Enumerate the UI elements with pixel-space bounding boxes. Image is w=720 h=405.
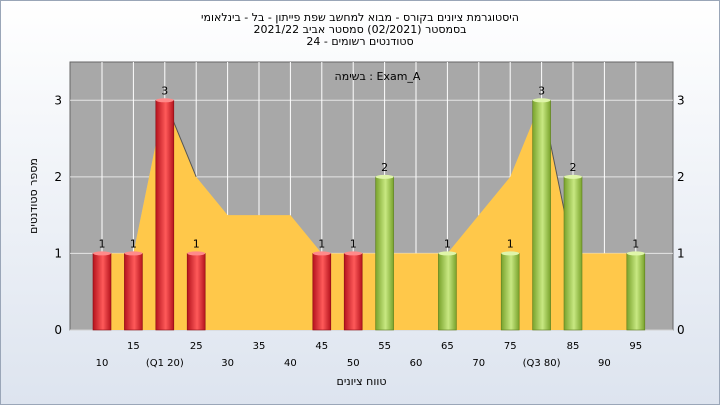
bar-label: 3 <box>538 84 545 97</box>
bar-top <box>124 251 143 256</box>
bar-top <box>93 251 111 256</box>
bar-top <box>187 251 206 256</box>
bar-top <box>375 174 394 179</box>
y-tick-label-left: 1 <box>54 246 62 260</box>
bar-label: 1 <box>99 237 106 250</box>
bar-top <box>438 251 457 256</box>
x-tick-label: 85 <box>567 341 580 352</box>
x-tick-label: 40 <box>284 358 297 369</box>
bar-20 <box>155 99 175 331</box>
bar-label: 3 <box>161 84 168 97</box>
bar-label: 1 <box>350 237 357 250</box>
bar-label: 1 <box>632 237 639 250</box>
x-tick-label: (Q1 20) <box>146 358 184 369</box>
chart-title-line-2: בסמסטר (02/2021) סמסטר אביב 2021/22 <box>253 23 467 36</box>
x-tick-label: 45 <box>315 341 328 352</box>
y-tick-label-left: 3 <box>54 93 62 107</box>
x-tick-label: 55 <box>378 341 391 352</box>
bar-45 <box>312 253 332 331</box>
bar-top <box>155 98 174 103</box>
y-axis-label: מספר סטודנטים <box>27 158 40 234</box>
bar-top <box>344 251 363 256</box>
bar-label: 1 <box>130 237 137 250</box>
bar-top <box>312 251 331 256</box>
bar-label: 1 <box>193 237 200 250</box>
bar-label: 2 <box>570 161 577 174</box>
y-tick-label-left: 0 <box>54 323 62 337</box>
x-tick-label: 25 <box>190 341 203 352</box>
bar-75 <box>500 253 520 331</box>
bar-label: 2 <box>381 161 388 174</box>
x-tick-label: 90 <box>598 358 611 369</box>
y-tick-label-right: 0 <box>677 323 685 337</box>
bar-25 <box>186 253 206 331</box>
y-tick-label-left: 2 <box>54 170 62 184</box>
x-tick-label: 50 <box>347 358 360 369</box>
x-tick-label: 60 <box>410 358 423 369</box>
bar-65 <box>438 253 457 331</box>
legend-label: בשימה : Exam_A <box>335 70 421 83</box>
y-tick-label-right: 1 <box>677 246 685 260</box>
y-tick-label-right: 2 <box>677 170 685 184</box>
x-tick-label: 10 <box>96 358 109 369</box>
x-tick-label: 30 <box>221 358 234 369</box>
y-tick-label-right: 3 <box>677 93 685 107</box>
bar-10 <box>92 253 112 331</box>
bar-top <box>532 98 551 103</box>
bar-label: 1 <box>318 237 325 250</box>
chart-title-line-1: היסטוגרמת ציונים בקורס - מבוא למחשב שפת … <box>201 11 519 24</box>
bar-95 <box>626 253 646 331</box>
bar-55 <box>375 176 394 331</box>
bar-80 <box>532 99 551 331</box>
bar-15 <box>124 253 143 331</box>
x-tick-label: (Q3 80) <box>523 358 561 369</box>
bar-top <box>501 251 520 256</box>
x-tick-label: 65 <box>441 341 454 352</box>
x-tick-label: 70 <box>472 358 485 369</box>
bar-85 <box>563 176 583 331</box>
bar-label: 1 <box>507 237 514 250</box>
x-tick-label: 75 <box>504 341 517 352</box>
chart-title-line-3: סטודנטים רשומים - 24 <box>306 35 414 48</box>
x-tick-label: 95 <box>629 341 642 352</box>
bar-top <box>626 251 645 256</box>
x-tick-label: 35 <box>253 341 266 352</box>
bar-label: 1 <box>444 237 451 250</box>
x-axis-label: טווח ציונים <box>337 375 387 388</box>
bar-50 <box>343 253 363 331</box>
x-tick-label: 15 <box>127 341 140 352</box>
bar-top <box>564 174 582 179</box>
